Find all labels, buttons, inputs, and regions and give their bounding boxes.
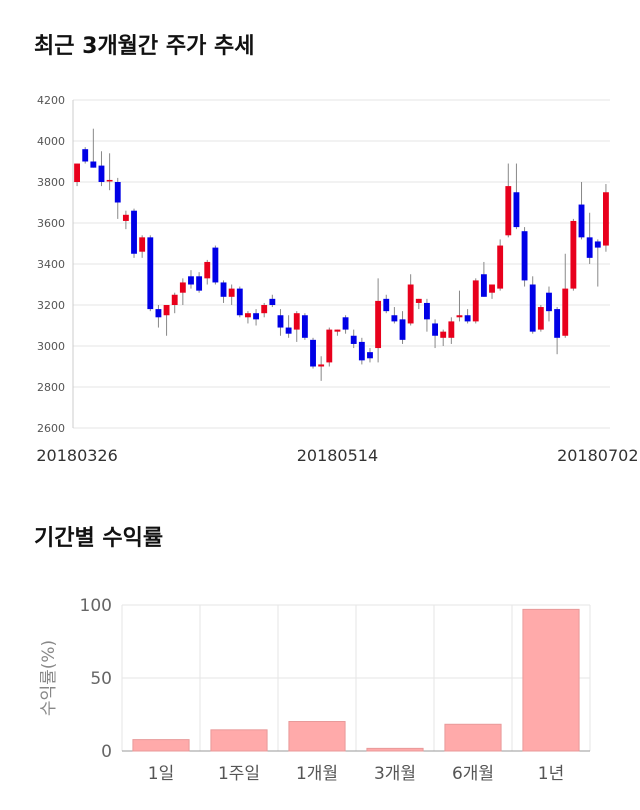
candle-body (114, 182, 121, 203)
candle-body (261, 305, 268, 314)
candle-body (163, 305, 170, 316)
candle-body (497, 245, 504, 289)
candle-body (603, 192, 609, 246)
candle-body (521, 231, 528, 281)
candle-body (456, 315, 463, 318)
x-tick-label: 1일 (148, 764, 174, 784)
candle-body (171, 294, 178, 305)
candle-body (98, 165, 105, 182)
y-tick-label: 100 (80, 596, 112, 616)
candle-body (480, 274, 487, 297)
candle-body (537, 307, 544, 330)
y-tick-label: 2600 (37, 422, 65, 435)
x-tick-label: 20180702 (557, 446, 638, 465)
candle-body (131, 210, 137, 254)
candle-body (529, 284, 536, 332)
y-tick-label: 3800 (37, 176, 65, 189)
candle-body (399, 319, 406, 340)
candle-body (407, 284, 414, 324)
y-tick-label: 3200 (37, 299, 65, 312)
x-tick-label: 1주일 (218, 764, 260, 784)
candle-body (285, 327, 292, 334)
x-tick-label: 1년 (538, 764, 564, 784)
candle-body (139, 237, 146, 252)
candle-body (489, 284, 495, 293)
candle-body (220, 282, 227, 297)
candle-body (554, 309, 561, 338)
candle-body (82, 149, 89, 162)
candle-body (188, 276, 194, 285)
y-tick-label: 2800 (37, 381, 65, 394)
candle-body (277, 315, 284, 328)
candle-body (236, 288, 243, 316)
y-tick-label: 3400 (37, 258, 65, 271)
y-axis-label: 수익률(%) (39, 640, 59, 716)
candle-body (350, 335, 357, 344)
x-tick-label: 20180326 (36, 446, 117, 465)
candle-body (253, 313, 259, 320)
candle-body (440, 331, 447, 338)
returns-chart-title: 기간별 수익률 (34, 526, 164, 551)
return-bar (210, 729, 268, 752)
candle-body (391, 315, 398, 322)
candle-body (122, 214, 129, 221)
y-tick-label: 4000 (37, 135, 65, 148)
x-tick-label: 1개월 (296, 764, 338, 784)
candle-body (367, 352, 373, 359)
candle-body (179, 282, 186, 293)
candle-body (342, 317, 349, 330)
return-bar (288, 721, 346, 752)
return-bar (444, 723, 502, 752)
candle-body (245, 313, 251, 318)
return-bar (132, 739, 190, 752)
candle-body (562, 288, 569, 336)
candle-body (432, 323, 438, 336)
candlestick-chart: 2600 2800 3000 3200 3400 3600 3800 4000 4200 2018… (36, 94, 638, 465)
x-tick-label: 6개월 (452, 764, 494, 784)
candle-body (196, 276, 203, 291)
candle-body (505, 186, 512, 236)
candle-body (106, 179, 113, 182)
candle-body (212, 247, 219, 283)
candle-body (301, 315, 308, 338)
candle-body (155, 309, 162, 318)
candle-body (383, 298, 390, 312)
candle-body (375, 300, 382, 349)
candle-body (513, 192, 520, 228)
returns-bar-chart: 0 50 100 1일 1주일 1개월 3개월 6개월 1년 수익률(%) (39, 596, 591, 784)
return-bar (522, 608, 580, 752)
x-tick-label: 20180514 (297, 446, 378, 465)
candle-body (310, 339, 316, 367)
candle-body (334, 329, 341, 332)
candle-body (578, 204, 585, 238)
candle-body (269, 298, 276, 305)
candle-body (293, 313, 300, 330)
candle-body (415, 298, 422, 303)
candle-body (228, 288, 235, 297)
candle-body (204, 261, 211, 279)
return-bar (366, 747, 424, 752)
candle-body (570, 220, 577, 289)
candle-body (358, 341, 365, 361)
candle-body (586, 237, 593, 258)
candle-body (318, 364, 325, 367)
candle-body (424, 302, 430, 320)
candle-body (594, 241, 601, 248)
y-tick-label: 3600 (37, 217, 65, 230)
candle-body (448, 321, 455, 338)
y-tick-label: 3000 (37, 340, 65, 353)
y-tick-label: 50 (90, 669, 112, 689)
candle-body (90, 161, 97, 168)
y-tick-label: 4200 (37, 94, 65, 107)
x-tick-label: 3개월 (374, 764, 416, 784)
y-tick-label: 0 (101, 742, 112, 762)
candle-body (74, 163, 80, 182)
candle-chart-title: 최근 3개월간 주가 추세 (34, 34, 255, 59)
candle-body (546, 292, 552, 312)
candle-body (472, 280, 479, 322)
candle-body (464, 315, 471, 322)
candle-body (147, 237, 154, 310)
candle-body (326, 329, 333, 363)
